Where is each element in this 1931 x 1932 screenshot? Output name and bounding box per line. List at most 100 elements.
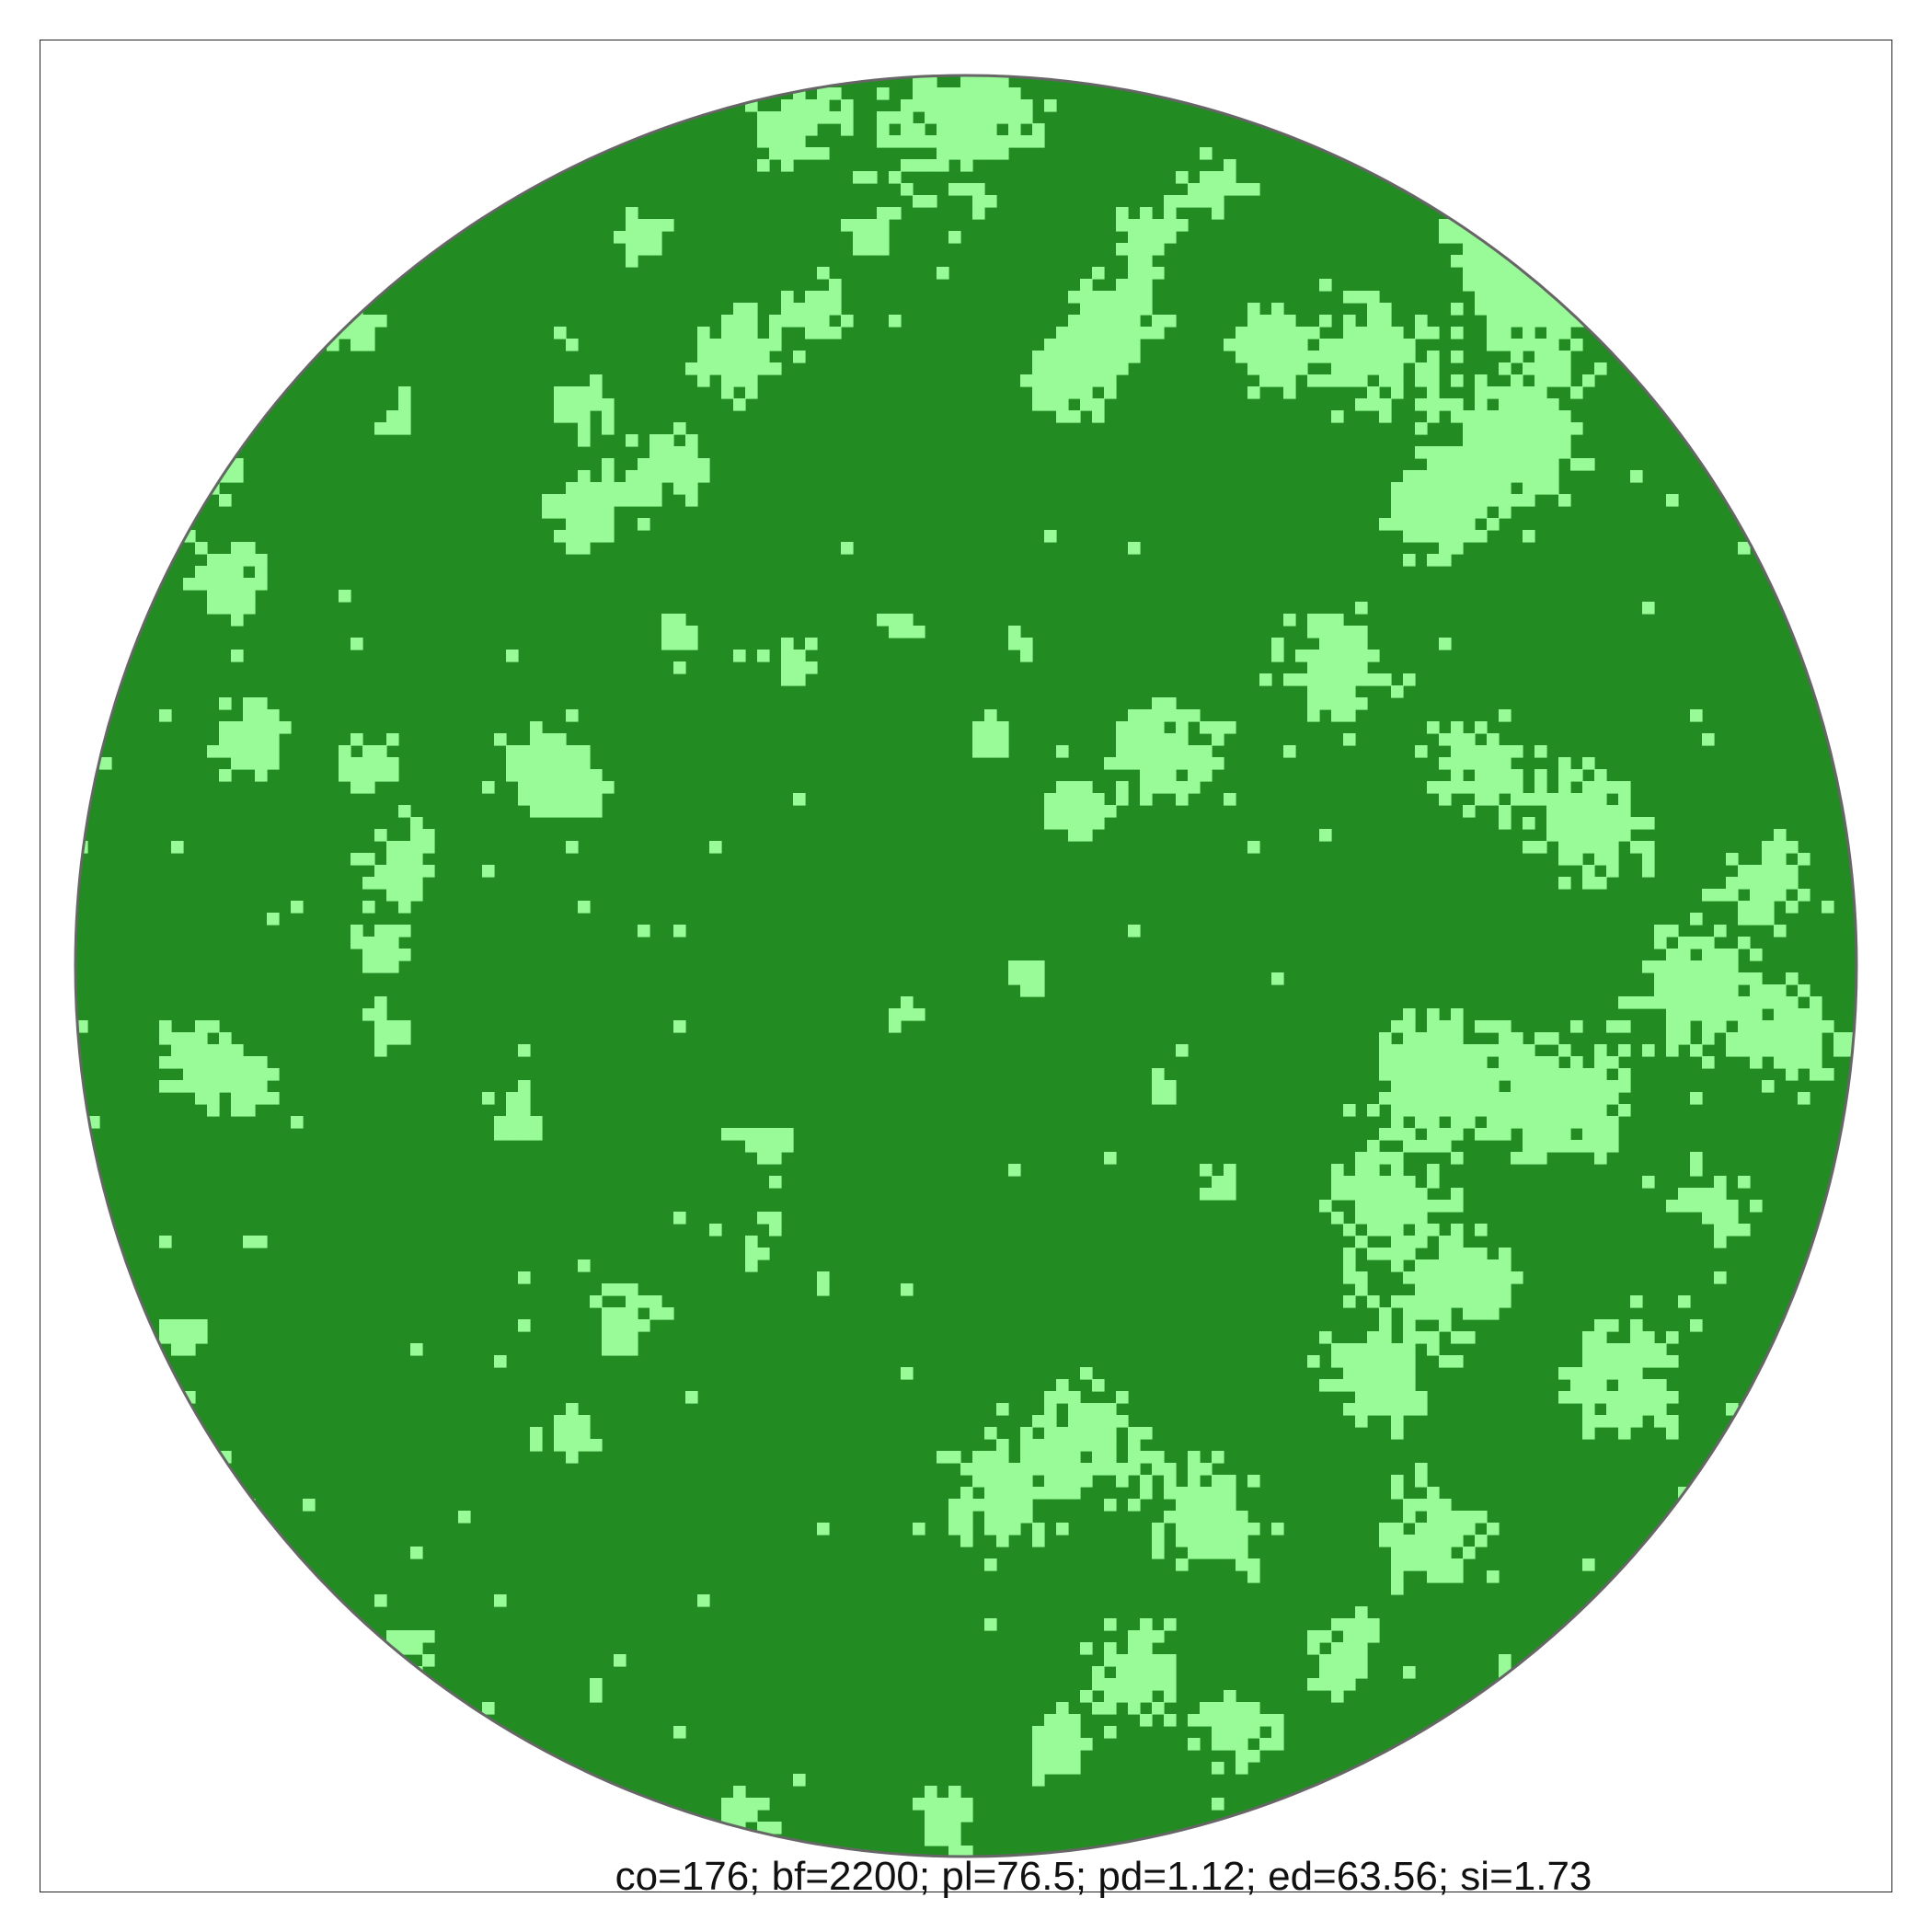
clearing-cell	[1558, 434, 1571, 447]
clearing-cell	[1104, 1451, 1117, 1464]
clearing-cell	[996, 111, 1009, 124]
clearing-cell	[362, 315, 375, 328]
clearing-cell	[1068, 1714, 1081, 1727]
clearing-cell	[877, 231, 890, 244]
clearing-cell	[602, 506, 615, 519]
clearing-cell	[1224, 1714, 1236, 1727]
clearing-cell	[1475, 1307, 1488, 1320]
clearing-cell	[518, 1271, 531, 1284]
clearing-cell	[1475, 410, 1488, 423]
clearing-cell	[1666, 1391, 1679, 1404]
clearing-cell	[1463, 446, 1476, 459]
clearing-cell	[1511, 793, 1523, 806]
clearing-cell	[1762, 1080, 1775, 1093]
clearing-cell	[877, 219, 890, 232]
clearing-cell	[1451, 303, 1464, 316]
clearing-cell	[1032, 960, 1045, 973]
clearing-cell	[386, 1020, 399, 1033]
clearing-cell	[1499, 745, 1511, 758]
clearing-cell	[398, 398, 411, 411]
clearing-cell	[195, 1020, 208, 1033]
clearing-cell	[1642, 1355, 1655, 1368]
clearing-cell	[1475, 757, 1488, 770]
clearing-cell	[1164, 1654, 1177, 1667]
clearing-cell	[1044, 398, 1057, 411]
clearing-cell	[925, 159, 937, 172]
clearing-cell	[745, 327, 758, 339]
clearing-cell	[1355, 1666, 1368, 1679]
clearing-cell	[542, 733, 555, 746]
clearing-cell	[1523, 494, 1535, 507]
clearing-cell	[1367, 303, 1380, 316]
clearing-cell	[374, 829, 387, 842]
clearing-cell	[1271, 339, 1284, 351]
clearing-cell	[937, 159, 949, 172]
clearing-cell	[1044, 99, 1057, 112]
clearing-cell	[1810, 1008, 1822, 1021]
clearing-cell	[1475, 470, 1488, 483]
clearing-cell	[1570, 829, 1583, 842]
clearing-cell	[1690, 1092, 1703, 1105]
clearing-cell	[685, 434, 698, 447]
clearing-cell	[1439, 1044, 1452, 1057]
clearing-cell	[1499, 769, 1511, 782]
clearing-cell	[1391, 1224, 1404, 1236]
clearing-cell	[1212, 195, 1224, 208]
clearing-cell	[1128, 542, 1141, 555]
clearing-cell	[1212, 733, 1224, 746]
clearing-cell	[1534, 793, 1547, 806]
clearing-cell	[1164, 1475, 1177, 1488]
clearing-cell	[1630, 1379, 1643, 1392]
clearing-cell	[1499, 339, 1511, 351]
clearing-cell	[1451, 1259, 1464, 1272]
clearing-cell	[1403, 1343, 1416, 1356]
clearing-cell	[542, 781, 555, 794]
clearing-cell	[1678, 1032, 1691, 1045]
clearing-cell	[362, 937, 375, 949]
clearing-cell	[1427, 1511, 1440, 1524]
clearing-cell	[1582, 865, 1595, 878]
clearing-cell	[1164, 207, 1177, 220]
clearing-cell	[996, 1487, 1009, 1500]
clearing-cell	[1570, 1020, 1583, 1033]
clearing-cell	[1212, 1535, 1224, 1547]
clearing-cell	[195, 1056, 208, 1069]
clearing-cell	[1391, 1475, 1404, 1488]
clearing-cell	[1391, 482, 1404, 495]
clearing-cell	[1499, 1271, 1511, 1284]
clearing-cell	[1188, 1487, 1201, 1500]
clearing-cell	[673, 1020, 686, 1033]
clearing-cell	[1439, 1319, 1452, 1332]
clearing-cell	[1044, 1738, 1057, 1751]
clearing-cell	[1008, 1164, 1021, 1177]
clearing-cell	[626, 1319, 638, 1332]
clearing-cell	[1427, 1570, 1440, 1583]
clearing-cell	[518, 1044, 531, 1057]
clearing-cell	[1355, 661, 1368, 674]
clearing-cell	[267, 733, 280, 746]
clearing-cell	[781, 123, 794, 136]
clearing-cell	[1534, 267, 1547, 280]
clearing-cell	[374, 769, 387, 782]
clearing-cell	[1463, 1044, 1476, 1057]
clearing-cell	[1523, 841, 1535, 854]
clearing-cell	[482, 1092, 495, 1105]
clearing-cell	[1307, 650, 1320, 662]
clearing-cell	[1558, 817, 1571, 830]
clearing-cell	[1379, 1032, 1392, 1045]
clearing-cell	[1379, 1307, 1392, 1320]
clearing-cell	[1642, 996, 1655, 1009]
clearing-cell	[554, 745, 567, 758]
clearing-cell	[1594, 805, 1607, 818]
clearing-cell	[1451, 745, 1464, 758]
clearing-cell	[972, 99, 985, 112]
clearing-cell	[769, 327, 782, 339]
clearing-cell	[1200, 183, 1213, 196]
clearing-cell	[721, 362, 734, 375]
clearing-cell	[1463, 1523, 1476, 1535]
clearing-cell	[1774, 841, 1787, 854]
clearing-cell	[1523, 303, 1535, 316]
clearing-cell	[1212, 171, 1224, 184]
clearing-cell	[984, 709, 997, 722]
clearing-cell	[1355, 1654, 1368, 1667]
